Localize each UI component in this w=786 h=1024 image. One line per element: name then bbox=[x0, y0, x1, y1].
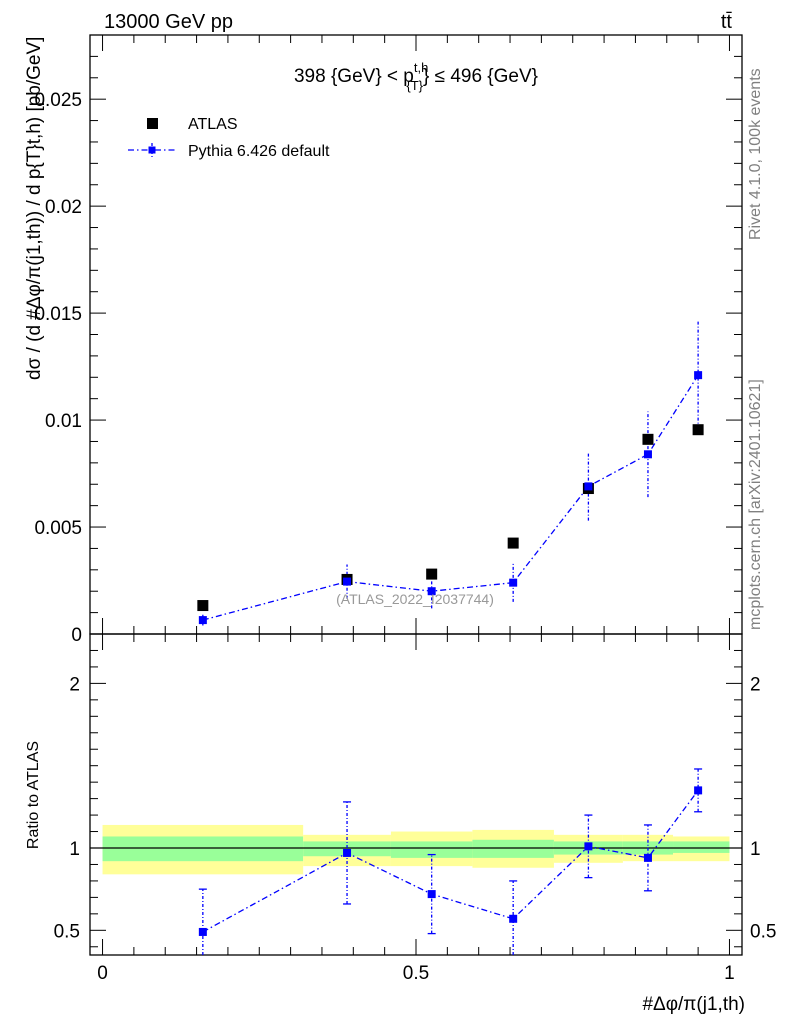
main-ylabel: dσ / (d #Δφ/π(j1,th)) / d p{T}t,h) [pb/G… bbox=[24, 37, 45, 380]
ratio-panel: 0 0.5 1 0.5 0.5 1 1 2 2 bbox=[54, 633, 776, 984]
mc-point bbox=[694, 371, 703, 380]
ratio-ylabel: Ratio to ATLAS bbox=[25, 741, 42, 849]
ratio-ytick-label-right: 0.5 bbox=[750, 921, 776, 942]
main-ytick-label: 0.015 bbox=[34, 304, 82, 325]
ratio-band-inner bbox=[390, 841, 473, 858]
x-axis-label: #Δφ/π(j1,th) bbox=[642, 994, 745, 1015]
main-ytick-label: 0.025 bbox=[34, 90, 82, 111]
header-left: 13000 GeV pp bbox=[104, 11, 233, 33]
atlas-point bbox=[692, 424, 704, 436]
mcplots-label: mcplots.cern.ch [arXiv:2401.10621] bbox=[747, 379, 764, 630]
atlas-point bbox=[197, 600, 209, 612]
atlas-point bbox=[642, 433, 654, 445]
ratio-point bbox=[427, 890, 436, 899]
x-tick-label: 0 bbox=[97, 963, 108, 984]
x-tick-label: 1 bbox=[724, 963, 735, 984]
atlas-point bbox=[507, 537, 519, 549]
mc-point bbox=[427, 587, 436, 596]
rivet-label: Rivet 4.1.0, 100k events bbox=[747, 68, 764, 240]
ratio-point bbox=[694, 786, 703, 795]
watermark: (ATLAS_2022_I2037744) bbox=[336, 591, 494, 607]
ratio-band-inner bbox=[673, 841, 730, 853]
ratio-point bbox=[584, 842, 593, 851]
main-title-sub: {T} bbox=[406, 78, 423, 93]
mc-point bbox=[343, 577, 352, 586]
ratio-point bbox=[198, 927, 207, 936]
ratio-point bbox=[509, 914, 518, 923]
main-data bbox=[197, 321, 704, 626]
atlas-point bbox=[426, 568, 438, 580]
ratio-frame bbox=[89, 633, 743, 956]
main-ytick-label: 0.02 bbox=[45, 197, 82, 218]
legend-atlas-marker bbox=[147, 118, 158, 129]
mc-point bbox=[198, 616, 207, 625]
ratio-data bbox=[198, 768, 703, 955]
ratio-ytick-label-left: 0.5 bbox=[54, 921, 80, 942]
main-title-part: 398 {GeV} < p bbox=[294, 66, 414, 87]
x-tick-label: 0.5 bbox=[403, 963, 429, 984]
main-ytick-label: 0.01 bbox=[45, 411, 82, 432]
header-right: tt̄ bbox=[721, 11, 733, 33]
ratio-ytick-label-left: 1 bbox=[69, 839, 80, 860]
ratio-ytick-label-right: 2 bbox=[750, 674, 761, 695]
mc-point bbox=[643, 450, 652, 459]
main-title-sup: t,h bbox=[414, 60, 428, 75]
main-title-tail: } ≤ 496 {GeV} bbox=[423, 66, 538, 87]
ratio-band-inner bbox=[102, 836, 304, 862]
legend: ATLAS Pythia 6.426 default bbox=[128, 116, 330, 160]
legend-atlas-label: ATLAS bbox=[188, 116, 238, 133]
mc-point bbox=[584, 482, 593, 491]
ratio-ytick-label-right: 1 bbox=[750, 839, 761, 860]
ratio-point bbox=[643, 853, 652, 862]
legend-mc-marker bbox=[148, 146, 156, 154]
ratio-point bbox=[343, 848, 352, 857]
main-ytick-label: 0.005 bbox=[34, 518, 82, 539]
main-panel: 0 0.005 0.01 0.015 0.02 0.025 bbox=[34, 34, 743, 646]
mc-series-line bbox=[202, 374, 699, 621]
mc-point bbox=[509, 578, 518, 587]
ratio-band-inner bbox=[472, 839, 554, 858]
ratio-band-inner bbox=[303, 841, 391, 857]
main-ytick-label: 0 bbox=[71, 625, 82, 646]
ratio-ytick-label-left: 2 bbox=[69, 674, 80, 695]
legend-mc-label: Pythia 6.426 default bbox=[188, 143, 330, 160]
main-title: 398 {GeV} < pt,h {T}} ≤ 496 {GeV} bbox=[294, 60, 538, 93]
